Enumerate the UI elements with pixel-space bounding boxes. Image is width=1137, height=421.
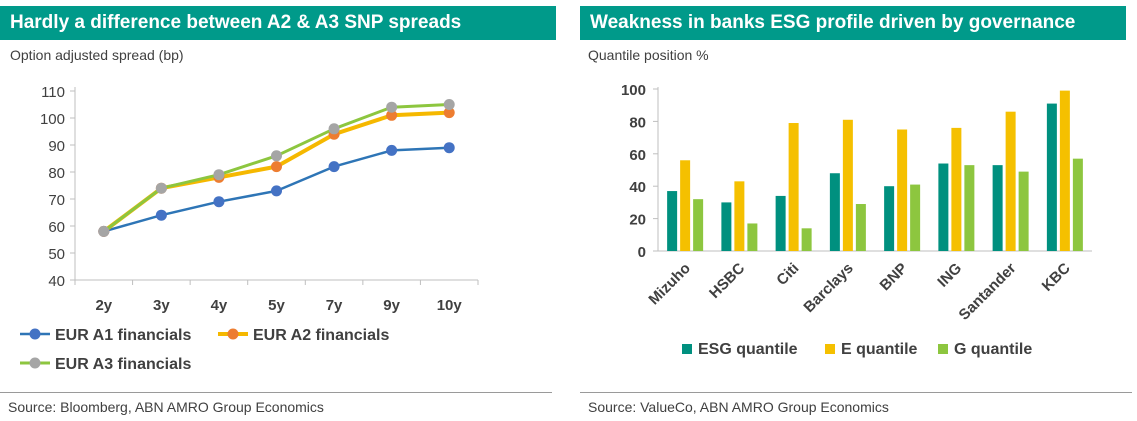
bar-esg xyxy=(667,191,678,251)
bar-y-tick-label: 20 xyxy=(629,212,646,229)
bar-e xyxy=(680,160,691,251)
bar-x-tick-label: Barclays xyxy=(800,260,856,316)
right-y-axis-label: Quantile position % xyxy=(588,47,709,63)
line-point-series-3 xyxy=(98,225,110,237)
right-source-note: Source: ValueCo, ABN AMRO Group Economic… xyxy=(588,399,889,415)
left-chart-title: Hardly a difference between A2 & A3 SNP … xyxy=(0,6,556,40)
line-point-series-1 xyxy=(328,161,340,173)
line-point-series-2 xyxy=(443,107,455,119)
bar-x-tick-label: BNP xyxy=(877,260,911,294)
line-point-series-2 xyxy=(386,109,398,121)
bar-g xyxy=(747,223,758,251)
bar-e xyxy=(951,127,962,251)
right-source-divider xyxy=(580,392,1132,393)
line-legend-label: EUR A2 financials xyxy=(253,327,389,344)
line-x-tick-label: 2y xyxy=(95,297,112,314)
left-source-note: Source: Bloomberg, ABN AMRO Group Econom… xyxy=(8,399,324,415)
line-point-series-3 xyxy=(155,182,167,194)
line-legend-label: EUR A1 financials xyxy=(55,327,191,344)
bar-esg xyxy=(775,195,786,251)
bar-g xyxy=(910,184,921,251)
line-point-series-3 xyxy=(213,169,225,181)
bar-x-tick-label: Mizuho xyxy=(645,260,694,309)
line-point-series-1 xyxy=(271,185,282,197)
bar-x-tick-label: Santander xyxy=(956,260,1020,324)
bar-legend-label: G quantile xyxy=(954,341,1032,358)
line-x-tick-label: 10y xyxy=(437,297,463,314)
bar-g xyxy=(964,165,975,251)
bar-legend-swatch xyxy=(825,344,835,354)
bar-legend-swatch xyxy=(682,344,692,354)
bar-esg xyxy=(992,165,1003,251)
right-chart-title: Weakness in banks ESG profile driven by … xyxy=(580,6,1126,40)
bar-x-tick-label: KBC xyxy=(1039,260,1074,295)
bar-g xyxy=(1018,171,1029,251)
line-legend-swatch-marker xyxy=(29,357,41,369)
line-y-tick-label: 60 xyxy=(48,219,65,236)
bar-x-tick-label: HSBC xyxy=(706,260,748,302)
bar-esg xyxy=(829,173,840,251)
line-x-tick-label: 4y xyxy=(211,297,228,314)
bar-e xyxy=(734,181,745,251)
line-point-series-3 xyxy=(443,99,455,110)
bar-esg xyxy=(938,163,949,251)
line-chart: 40 50 60 70 80 90 100 110 2y 3y 4y 5y 7y 9y 10y EUR A1 … xyxy=(20,84,479,373)
line-y-tick-label: 80 xyxy=(48,165,65,182)
line-y-tick-label: 50 xyxy=(48,246,65,263)
line-y-tick-label: 90 xyxy=(48,138,65,155)
bar-y-tick-label: 80 xyxy=(629,114,646,131)
right-chart-panel: Weakness in banks ESG profile driven by … xyxy=(580,0,1137,421)
bar-x-tick-label: Citi xyxy=(773,260,802,289)
bar-x-tick-label: ING xyxy=(934,260,965,291)
bar-e xyxy=(1059,90,1070,252)
line-legend-label: EUR A3 financials xyxy=(55,356,191,373)
line-x-tick-label: 7y xyxy=(326,297,343,314)
bar-legend-swatch xyxy=(938,344,948,354)
line-point-series-1 xyxy=(386,144,398,156)
line-x-tick-label: 3y xyxy=(153,297,170,314)
bar-g xyxy=(855,204,866,251)
bar-e xyxy=(842,119,853,251)
bar-g xyxy=(1072,158,1083,251)
left-y-axis-label: Option adjusted spread (bp) xyxy=(10,47,184,63)
bar-esg xyxy=(1046,103,1057,251)
line-point-series-1 xyxy=(443,142,455,154)
bar-e xyxy=(788,123,799,251)
line-point-series-3 xyxy=(271,150,282,162)
bar-g xyxy=(693,199,704,251)
bar-legend-label: E quantile xyxy=(841,341,918,358)
bar-e xyxy=(897,129,908,251)
line-point-series-3 xyxy=(328,123,340,135)
line-x-tick-label: 5y xyxy=(268,297,285,314)
line-legend-swatch-marker xyxy=(29,328,41,340)
line-y-tick-label: 40 xyxy=(48,273,65,290)
bar-g xyxy=(801,228,812,251)
left-chart-panel: Hardly a difference between A2 & A3 SNP … xyxy=(0,0,560,421)
line-point-series-1 xyxy=(213,196,225,208)
bar-esg xyxy=(721,202,732,251)
line-y-tick-label: 110 xyxy=(41,84,65,101)
bar-esg xyxy=(884,186,895,251)
line-point-series-3 xyxy=(386,101,398,113)
bar-legend-label: ESG quantile xyxy=(698,341,798,358)
bar-y-tick-label: 40 xyxy=(629,179,646,196)
line-point-series-1 xyxy=(155,209,167,221)
line-y-tick-label: 70 xyxy=(48,192,65,209)
bar-e xyxy=(1005,111,1016,252)
line-y-tick-label: 100 xyxy=(40,111,65,128)
bar-y-tick-label: 60 xyxy=(629,147,646,164)
left-source-divider xyxy=(0,392,552,393)
bar-y-tick-label: 0 xyxy=(638,244,646,261)
line-legend-swatch-marker xyxy=(227,328,239,340)
line-x-tick-label: 9y xyxy=(383,297,400,314)
bar-y-tick-label: 100 xyxy=(621,82,646,99)
line-point-series-2 xyxy=(271,161,282,173)
